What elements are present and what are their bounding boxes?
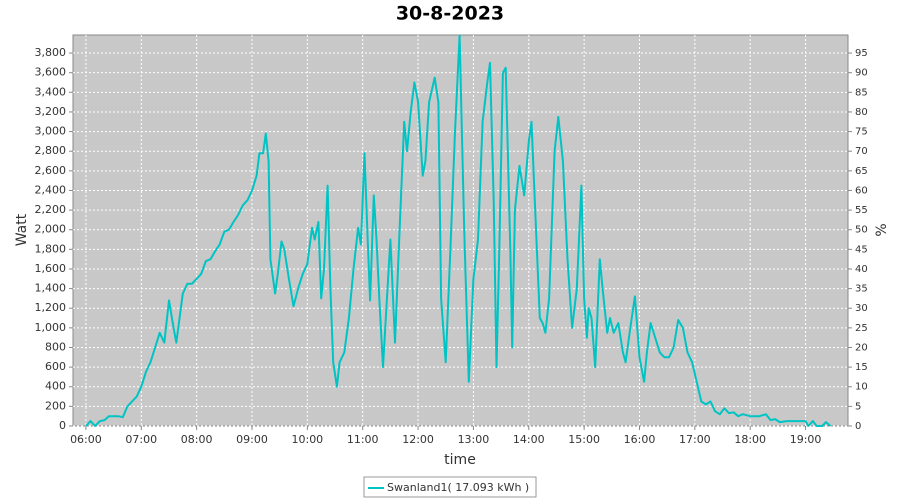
y2-axis-label: % (874, 223, 890, 236)
y2-tick-label: 70 (855, 146, 868, 157)
x-tick-label: 15:00 (568, 433, 600, 446)
y-tick-label: 400 (45, 380, 66, 393)
chart-title: 30-8-2023 (396, 3, 504, 25)
y2-tick-label: 25 (855, 323, 868, 334)
x-tick-label: 17:00 (679, 433, 711, 446)
x-tick-label: 18:00 (734, 433, 766, 446)
y2-tick-label: 0 (855, 421, 861, 432)
y2-tick-label: 30 (855, 303, 868, 314)
y2-tick-label: 20 (855, 342, 868, 353)
y-tick-label: 600 (45, 360, 66, 373)
y2-tick-label: 35 (855, 284, 868, 295)
legend-box (363, 476, 537, 498)
y-tick-label: 1,600 (35, 262, 67, 275)
data-line (85, 34, 832, 427)
x-tick-label: 14:00 (513, 433, 545, 446)
y2-tick-label: 80 (855, 107, 868, 118)
y-tick-label: 2,200 (35, 203, 67, 216)
x-tick-label: 07:00 (125, 433, 157, 446)
y2-tick-label: 60 (855, 185, 868, 196)
y-tick-label: 2,000 (35, 223, 67, 236)
y2-tick-label: 55 (855, 205, 868, 216)
y-tick-label: 2,800 (35, 144, 67, 157)
y-tick-label: 800 (45, 340, 66, 353)
legend: Swanland1( 17.093 kWh ) (363, 476, 537, 498)
y-tick-label: 3,400 (35, 85, 67, 98)
y-tick-label: 3,800 (35, 46, 67, 59)
x-tick-label: 12:00 (402, 433, 434, 446)
y-tick-label: 1,400 (35, 282, 67, 295)
y2-tick-label: 45 (855, 244, 868, 255)
y-tick-label: 1,200 (35, 301, 67, 314)
y2-tick-label: 15 (855, 362, 868, 373)
x-tick-label: 13:00 (458, 433, 490, 446)
y2-tick-label: 5 (855, 401, 861, 412)
y-tick-label: 1,000 (35, 321, 67, 334)
y2-tick-label: 10 (855, 382, 868, 393)
x-tick-label: 09:00 (236, 433, 268, 446)
y-tick-label: 3,200 (35, 105, 67, 118)
y-tick-label: 200 (45, 399, 66, 412)
y2-tick-label: 95 (855, 48, 868, 59)
legend-label: Swanland1( 17.093 kWh ) (387, 481, 529, 494)
y2-tick-label: 90 (855, 68, 868, 79)
x-tick-label: 08:00 (181, 433, 213, 446)
y2-tick-label: 85 (855, 87, 868, 98)
x-tick-label: 19:00 (790, 433, 822, 446)
y2-tick-label: 40 (855, 264, 868, 275)
y-tick-label: 0 (59, 419, 66, 432)
y-tick-label: 3,600 (35, 66, 67, 79)
y-axis-label: Watt (14, 213, 30, 246)
y2-tick-label: 75 (855, 127, 868, 138)
x-tick-label: 16:00 (624, 433, 656, 446)
x-axis-label: time (444, 452, 476, 468)
y-tick-label: 2,400 (35, 183, 67, 196)
x-tick-label: 06:00 (70, 433, 102, 446)
x-tick-label: 10:00 (291, 433, 323, 446)
y-tick-label: 1,800 (35, 242, 67, 255)
y-tick-label: 3,000 (35, 125, 67, 138)
y2-tick-label: 50 (855, 225, 868, 236)
y-tick-label: 2,600 (35, 164, 67, 177)
y2-tick-label: 65 (855, 166, 868, 177)
x-tick-label: 11:00 (347, 433, 379, 446)
